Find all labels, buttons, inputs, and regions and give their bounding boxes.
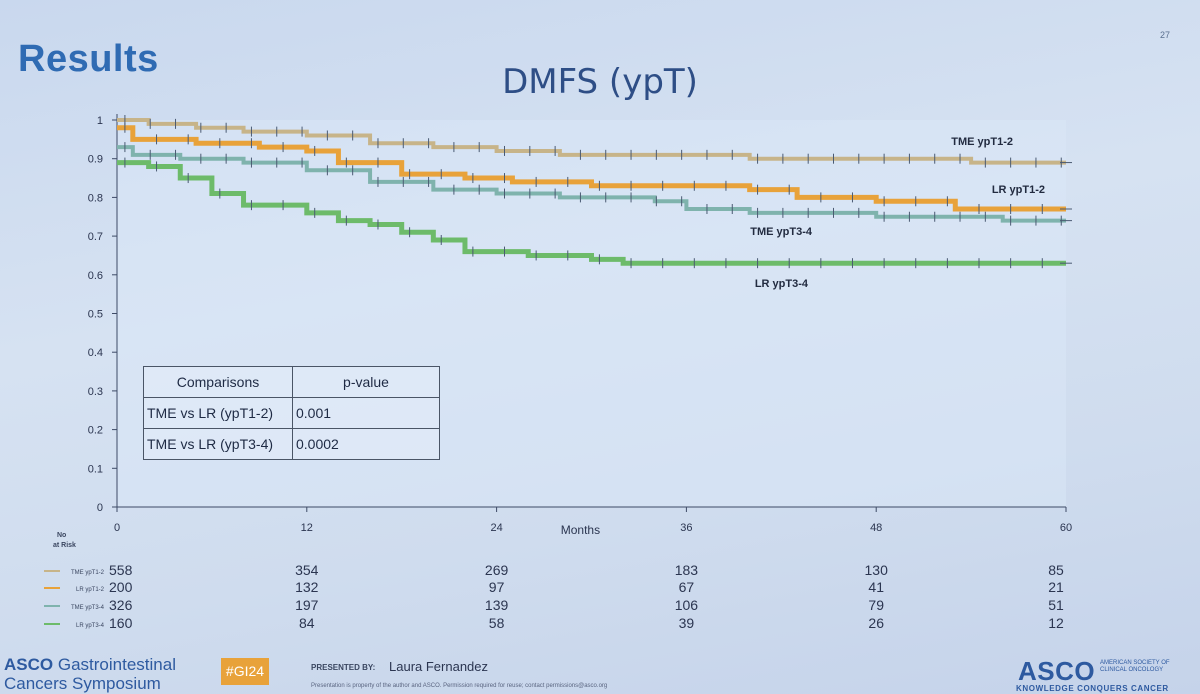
asco-tagline: KNOWLEDGE CONQUERS CANCER: [1016, 684, 1169, 693]
risk-value: 269: [485, 562, 509, 578]
km-chart: 0 0.1 0.2 0.3 0.4 0.5 0.6 0.7 0.8 0.9 1 0 12 24 36 48 60…: [44, 114, 1072, 631]
y-tick-label: 0.8: [88, 192, 103, 204]
risk-value: 197: [295, 597, 319, 613]
series-label: LR ypT1-2: [992, 184, 1045, 196]
y-tick-label: 0.6: [88, 270, 103, 282]
risk-value: 326: [109, 597, 133, 613]
km-curve: [117, 160, 1066, 266]
risk-header: at Risk: [53, 542, 76, 549]
risk-row-label: TME ypT3-4: [71, 605, 105, 611]
slide-heading: Results: [18, 38, 159, 80]
risk-value: 84: [299, 615, 315, 631]
risk-value: 200: [109, 579, 133, 595]
hashtag-badge: #GI24: [221, 658, 269, 685]
km-curve: [117, 125, 1066, 212]
y-tick-label: 0.5: [88, 309, 103, 321]
risk-header: No: [57, 532, 66, 539]
x-tick-label: 60: [1060, 522, 1072, 534]
pvalue-row-p: 0.0002: [292, 428, 440, 460]
risk-row-label: TME ypT1-2: [71, 570, 105, 576]
risk-value: 183: [675, 562, 699, 578]
risk-value: 12: [1048, 615, 1064, 631]
asco-gi-logo-asco: ASCO: [4, 655, 54, 674]
series-label: TME ypT1-2: [951, 136, 1013, 148]
y-tick-label: 0: [97, 502, 103, 514]
risk-value: 132: [295, 579, 319, 595]
x-tick-label: 36: [680, 522, 692, 534]
risk-row-label: LR ypT1-2: [76, 587, 105, 593]
risk-value: 51: [1048, 597, 1064, 613]
slide-number: 27: [1160, 30, 1171, 40]
pvalue-row-comparison: TME vs LR (ypT3-4): [143, 428, 293, 460]
series-label: LR ypT3-4: [755, 278, 809, 290]
pvalue-table: Comparisons p-value TME vs LR (ypT1-2) 0…: [143, 366, 440, 460]
km-curve: [117, 118, 1066, 165]
risk-value: 106: [675, 597, 699, 613]
pvalue-row-p: 0.001: [292, 397, 440, 429]
x-tick-label: 24: [490, 522, 502, 534]
y-tick-label: 0.7: [88, 231, 103, 243]
risk-value: 21: [1048, 579, 1064, 595]
x-tick-label: 0: [114, 522, 120, 534]
asco-gi-logo: ASCO Gastrointestinal Cancers Symposium: [4, 655, 176, 693]
pvalue-row-comparison: TME vs LR (ypT1-2): [143, 397, 293, 429]
risk-value: 130: [865, 562, 889, 578]
presented-by-label: PRESENTED BY:: [311, 663, 376, 672]
x-axis-label: Months: [561, 523, 600, 537]
y-tick-label: 0.9: [88, 154, 103, 166]
risk-value: 85: [1048, 562, 1064, 578]
risk-value: 79: [868, 597, 884, 613]
risk-value: 26: [868, 615, 884, 631]
risk-value: 139: [485, 597, 509, 613]
y-tick-label: 0.4: [88, 347, 103, 359]
disclaimer-text: Presentation is property of the author a…: [311, 683, 608, 689]
risk-row-label: LR ypT3-4: [76, 623, 105, 629]
x-tick-label: 12: [301, 522, 313, 534]
risk-value: 39: [679, 615, 695, 631]
presenter-name: Laura Fernandez: [389, 659, 489, 674]
asco-gi-logo-line1: Gastrointestinal: [57, 655, 176, 674]
series-label: TME ypT3-4: [750, 226, 813, 238]
x-tick-label: 48: [870, 522, 882, 534]
risk-value: 67: [679, 579, 695, 595]
pvalue-header-comparisons: Comparisons: [143, 366, 293, 398]
y-tick-label: 1: [97, 115, 103, 127]
risk-value: 58: [489, 615, 505, 631]
pvalue-header-p: p-value: [292, 366, 440, 398]
risk-value: 41: [868, 579, 884, 595]
risk-value: 160: [109, 615, 133, 631]
asco-full-name: AMERICAN SOCIETY OF CLINICAL ONCOLOGY: [1100, 660, 1170, 673]
chart-title: DMFS (ypT): [502, 62, 698, 102]
asco-logo: ASCO: [1018, 656, 1096, 686]
risk-value: 97: [489, 579, 505, 595]
asco-gi-logo-line2: Cancers Symposium: [4, 674, 161, 693]
risk-value: 558: [109, 562, 133, 578]
km-curve: [117, 145, 1066, 223]
y-tick-label: 0.1: [88, 463, 103, 475]
risk-value: 354: [295, 562, 319, 578]
y-tick-label: 0.3: [88, 386, 103, 398]
y-tick-label: 0.2: [88, 425, 103, 437]
